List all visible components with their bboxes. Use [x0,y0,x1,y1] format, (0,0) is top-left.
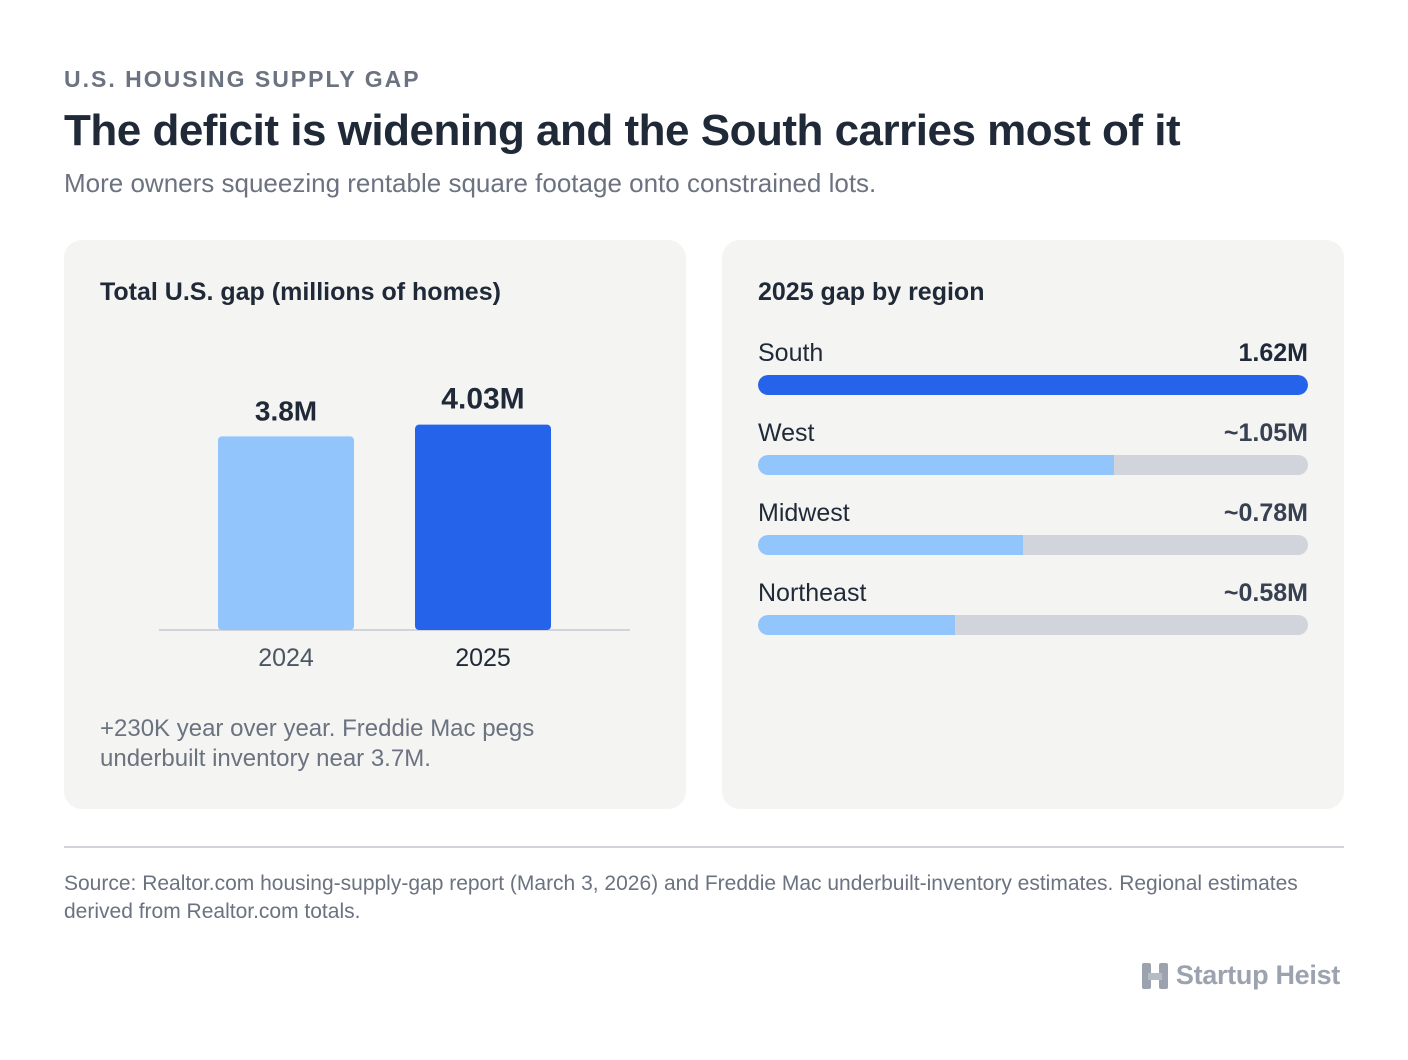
region-name-northeast: Northeast [758,579,867,607]
region-bar-west [758,455,1115,475]
region-bar-northeast [758,615,955,635]
region-track-west [758,455,1308,475]
region-row-northeast: Northeast ~0.58M [758,579,1308,639]
region-gap-card: 2025 gap by region South 1.62M West ~1.05M M… [722,240,1344,809]
region-value-midwest: ~0.78M [1223,499,1308,527]
region-track-south [758,375,1308,395]
region-row-midwest: Midwest ~0.78M [758,499,1308,559]
eyebrow-label: U.S. HOUSING SUPPLY GAP [64,66,421,92]
source-note: Source: Realtor.com housing-supply-gap r… [64,872,1298,923]
region-row-south: South 1.62M [758,339,1308,399]
page-title: The deficit is widening and the South ca… [64,106,1181,155]
yoy-note: +230K year over year. Freddie Mac pegs u… [100,715,535,772]
region-row-west: West ~1.05M [758,419,1308,479]
region-bar-midwest [758,535,1023,555]
x-tick-label-2024: 2024 [258,644,314,672]
region-value-south: 1.62M [1238,339,1308,367]
region-name-south: South [758,339,824,367]
total-gap-chart-title: Total U.S. gap (millions of homes) [100,278,501,306]
bar-value-label-2025: 4.03M [441,383,524,416]
region-name-west: West [758,419,815,447]
brand-name: Startup Heist [1175,960,1340,990]
region-track-northeast [758,615,1308,635]
footer-divider [64,846,1344,848]
region-bar-south [758,375,1308,395]
region-chart-title: 2025 gap by region [758,278,985,306]
brand-mark: Startup Heist [1141,960,1340,991]
h-logo-icon [1141,962,1168,989]
region-value-west: ~1.05M [1223,419,1308,447]
total-gap-bar-chart: 3.8M 2024 4.03M 2025 [159,383,630,672]
page-subtitle: More owners squeezing rentable square fo… [64,168,877,198]
bar-2024 [218,436,354,630]
region-name-midwest: Midwest [758,499,850,527]
region-track-midwest [758,535,1308,555]
region-value-northeast: ~0.58M [1223,579,1308,607]
x-tick-label-2025: 2025 [455,644,511,672]
bar-2025 [415,424,551,630]
total-gap-card: 3.8M 2024 4.03M 2025 Total U.S. gap (millio… [64,240,686,809]
bar-value-label-2024: 3.8M [255,395,317,426]
